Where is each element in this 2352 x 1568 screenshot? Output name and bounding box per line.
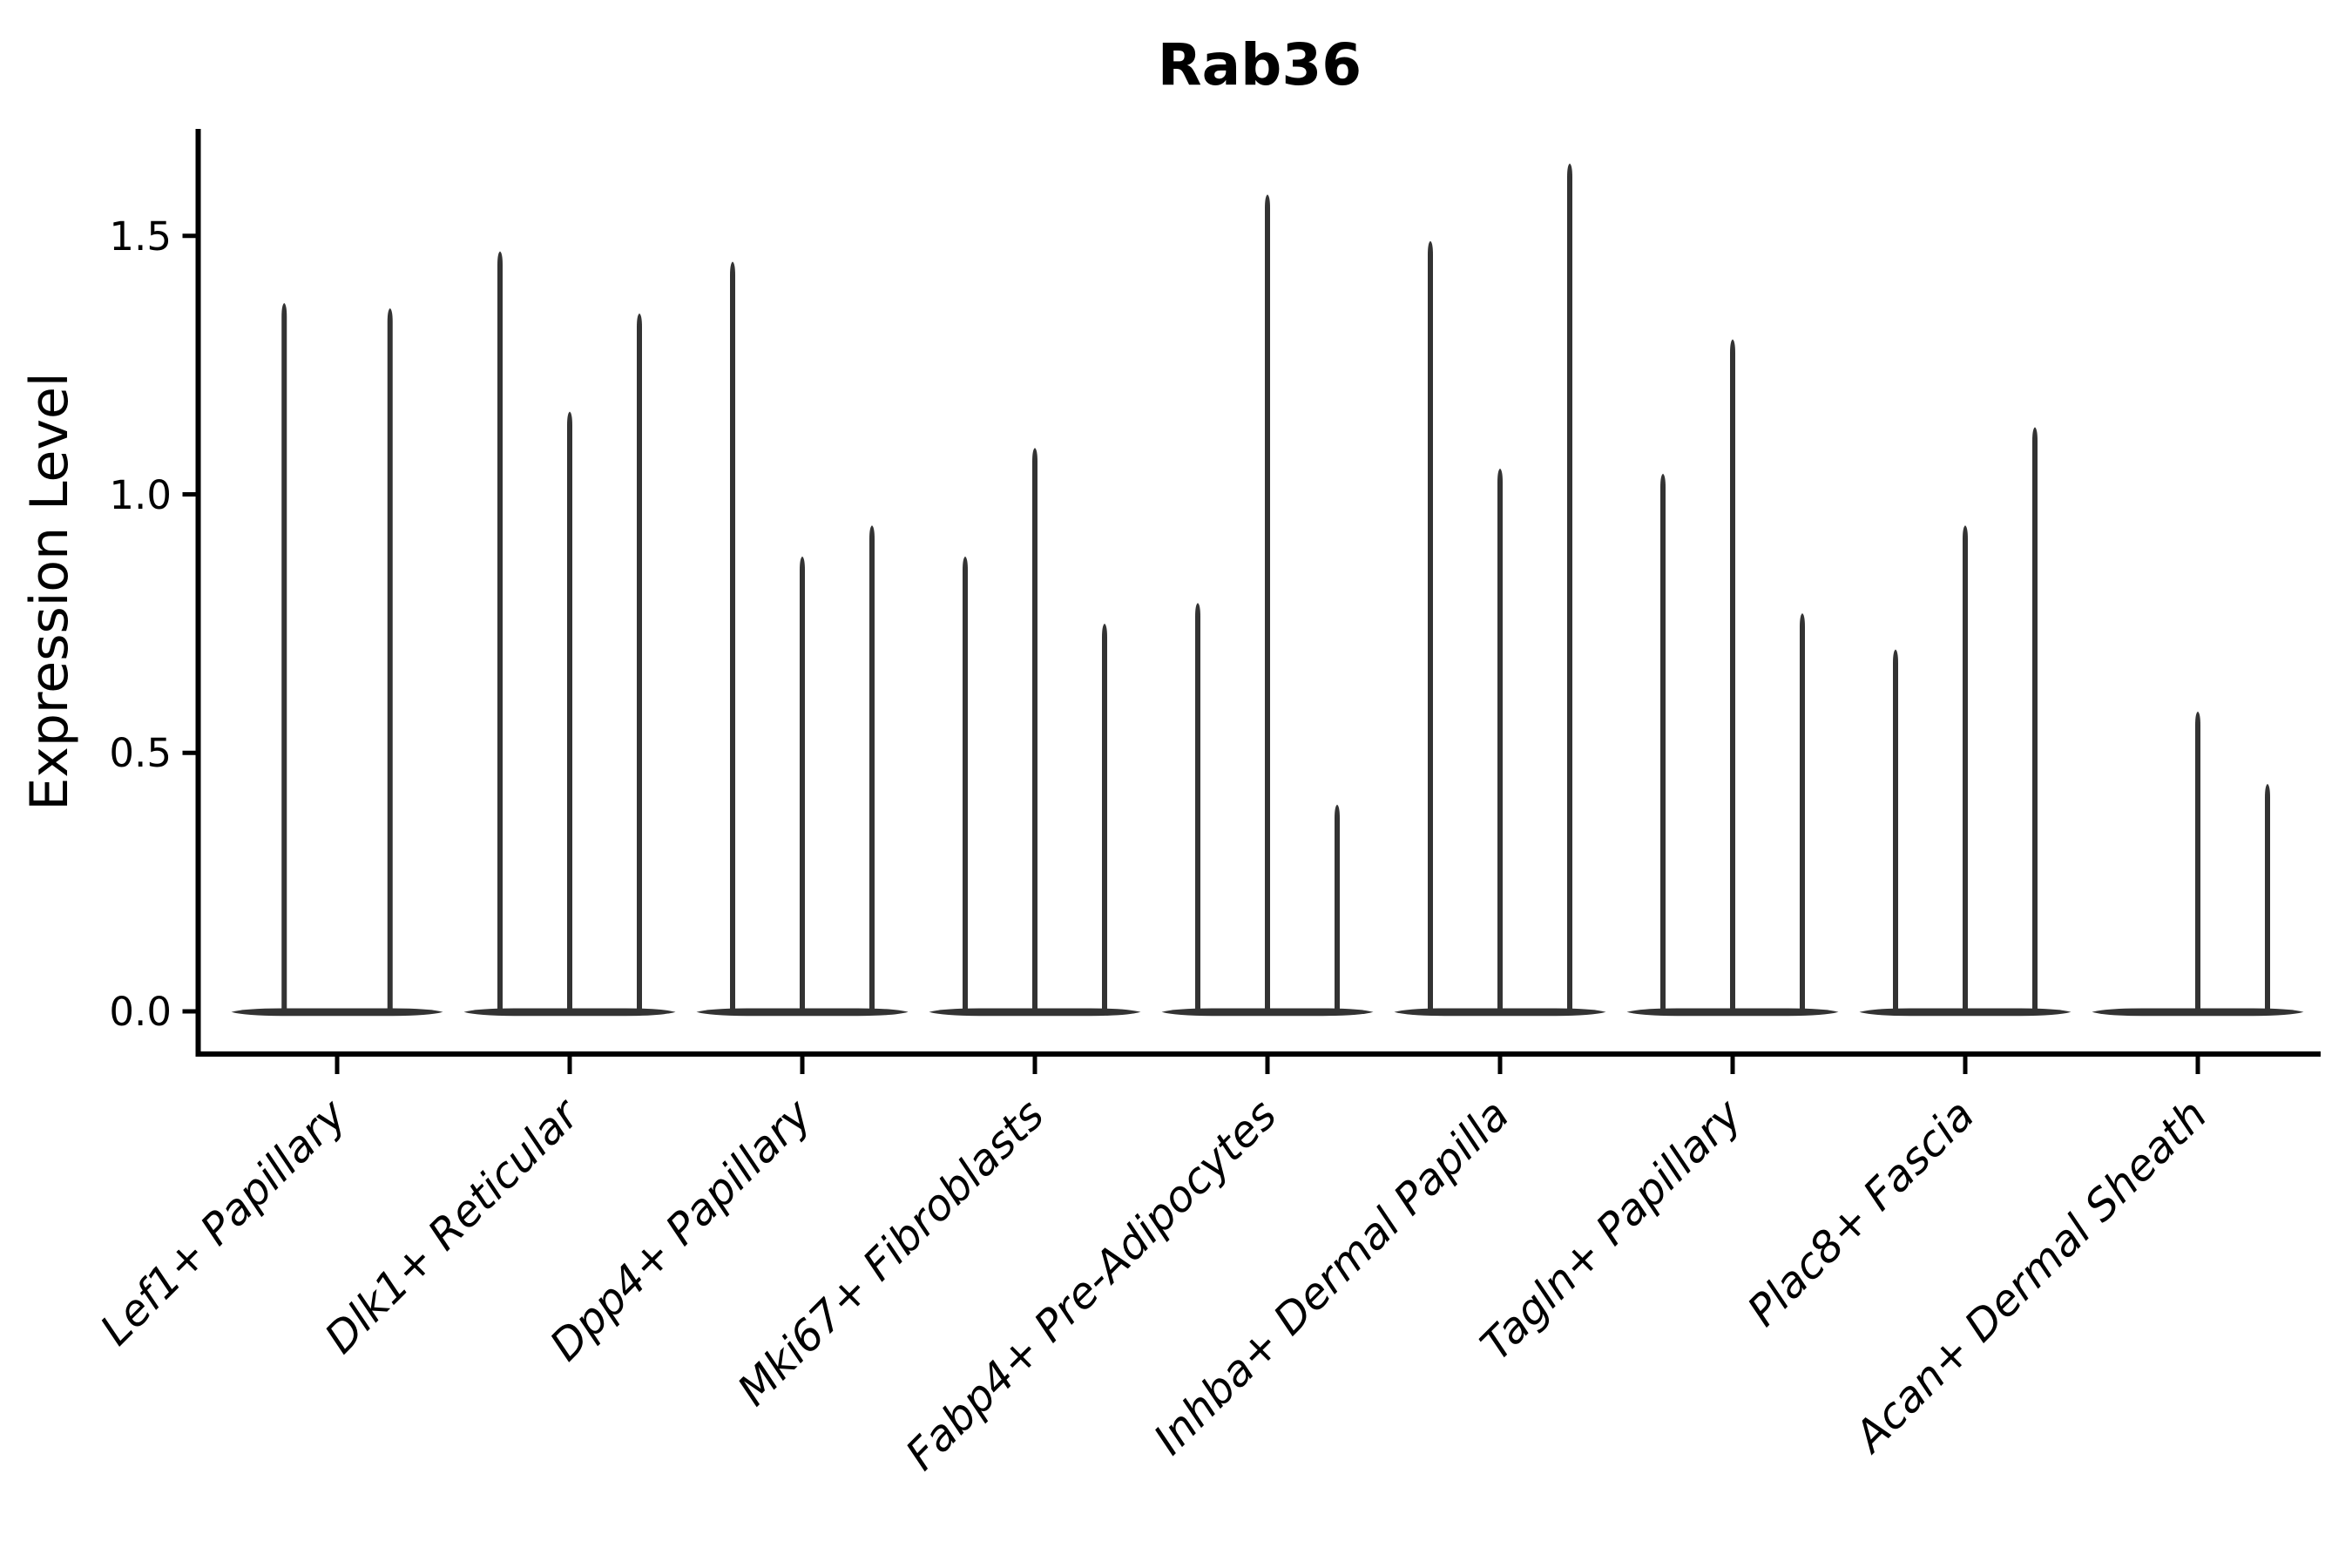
violin-needle [1963, 525, 1968, 1011]
violin-base [463, 1008, 676, 1017]
violin-needle [730, 261, 735, 1011]
y-tick-label: 0.0 [109, 989, 172, 1035]
violin-needle [387, 308, 393, 1012]
violin-base [1859, 1008, 2072, 1017]
violin-needle [1428, 240, 1433, 1011]
violin-base [929, 1008, 1141, 1017]
violin-needle [963, 556, 968, 1011]
violin-base [231, 1008, 443, 1017]
violin-base [1626, 1008, 1839, 1017]
violin-base [1161, 1008, 1374, 1017]
violin-needle [1497, 468, 1503, 1011]
violin-needle [800, 556, 805, 1011]
violin-needle [1893, 649, 1898, 1011]
violin-base [1394, 1008, 1606, 1017]
violin-needle [869, 525, 875, 1011]
y-tick-label: 1.0 [109, 471, 172, 518]
violin-needle [2265, 783, 2270, 1011]
violin-needle [1032, 448, 1037, 1011]
violin-needle [497, 251, 503, 1011]
chart-title: Rab36 [1157, 31, 1362, 98]
violin-needle [1265, 194, 1270, 1011]
violin-needle [1567, 163, 1572, 1011]
y-tick-label: 0.5 [109, 730, 172, 777]
violin-needle [1800, 613, 1805, 1011]
violin-needle [1660, 473, 1666, 1011]
violin-needle [637, 313, 642, 1011]
violin-needle [281, 302, 287, 1011]
violin-needle [2032, 427, 2038, 1012]
y-tick-label: 1.5 [109, 213, 172, 260]
violin-needle [1730, 339, 1735, 1011]
violin-needle [1335, 804, 1340, 1011]
violin-base [2092, 1008, 2304, 1017]
violin-needle [567, 411, 572, 1011]
violin-needle [1102, 623, 1107, 1011]
violin-needle [2195, 711, 2200, 1011]
violin-needle [1195, 603, 1200, 1011]
violin-base [696, 1008, 909, 1017]
